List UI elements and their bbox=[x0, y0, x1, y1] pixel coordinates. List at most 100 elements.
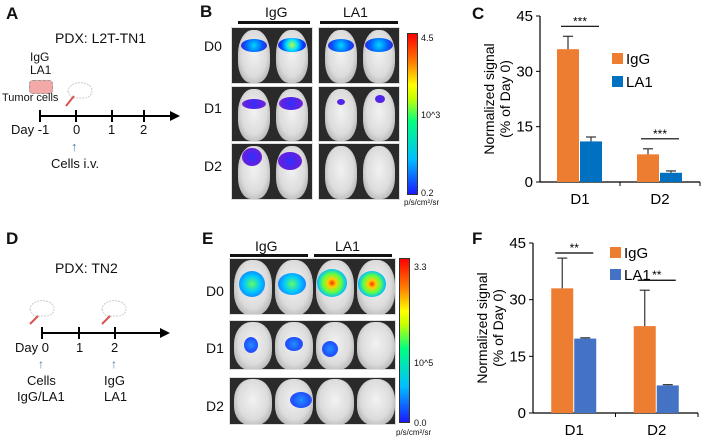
mouse-image bbox=[357, 322, 395, 369]
timeline-a-tick-0: 0 bbox=[73, 122, 81, 137]
y-tick-label: 0 bbox=[518, 405, 526, 422]
mouse-image bbox=[325, 89, 357, 141]
mouse-image bbox=[363, 146, 395, 199]
timeline-a-tick-day-minus1: Day -1 bbox=[11, 122, 50, 137]
colorbar-b bbox=[407, 33, 418, 195]
mouse-image bbox=[325, 30, 357, 83]
mouse-image bbox=[325, 146, 357, 199]
imaging-tile-b-igg-d1 bbox=[231, 86, 313, 142]
y-tick-label: 45 bbox=[509, 235, 526, 252]
colorbar-e-mid: 10^5 bbox=[414, 358, 434, 368]
imaging-tile-e-d1 bbox=[229, 320, 396, 370]
group-bar-igg-e bbox=[230, 254, 308, 257]
up-arrow-icon-day0: ↑ bbox=[38, 357, 44, 371]
imaging-tile-e-d0 bbox=[229, 258, 396, 315]
petri-dish-icon bbox=[29, 80, 53, 94]
panel-letter-f: F bbox=[472, 229, 483, 248]
row-label-d2-b: D2 bbox=[204, 158, 222, 174]
luminescence-signal bbox=[328, 39, 354, 52]
group-label-la1-e: LA1 bbox=[335, 238, 360, 254]
timeline-d bbox=[41, 327, 170, 339]
group-bar-la1-e bbox=[314, 254, 392, 257]
y-tick-label: 30 bbox=[516, 63, 533, 80]
luminescence-signal bbox=[278, 38, 306, 52]
note-day0-line2: IgG/LA1 bbox=[17, 389, 65, 404]
panel-letter-e: E bbox=[202, 229, 214, 248]
luminescence-signal bbox=[242, 99, 266, 109]
bar-chart-f: 0 15 30 45 D1 ** D2 ** IgG LA1 Normalized signal (%… bbox=[474, 235, 699, 439]
colorbar-e bbox=[399, 258, 410, 423]
imaging-tile-b-igg-d0 bbox=[231, 27, 313, 84]
mouse-image bbox=[234, 379, 272, 424]
y-axis-label-line2: (% of Day 0) bbox=[497, 60, 513, 138]
colorbar-b-max: 4.5 bbox=[421, 33, 434, 43]
panel-letter-a: A bbox=[6, 4, 19, 23]
group-label-igg-b: IgG bbox=[265, 4, 288, 20]
bar-la1-d1 bbox=[580, 141, 602, 182]
legend-label-la1: LA1 bbox=[624, 267, 651, 284]
group-bar-la1-b bbox=[320, 21, 398, 24]
timeline-d-tick-day0: Day 0 bbox=[15, 340, 49, 355]
panel-letter-c: C bbox=[472, 4, 485, 23]
bar-igg-d2 bbox=[633, 326, 656, 413]
y-tick-label: 30 bbox=[509, 292, 526, 309]
mouse-image bbox=[238, 30, 270, 83]
luminescence-signal bbox=[279, 97, 303, 110]
y-tick-label: 45 bbox=[516, 8, 533, 25]
luminescence-signal bbox=[375, 95, 385, 103]
colorbar-e-min: 0.0 bbox=[414, 418, 427, 428]
bar-igg-d1 bbox=[557, 49, 579, 183]
legend-swatch-igg bbox=[612, 53, 623, 64]
colorbar-b-mid: 10^3 bbox=[421, 110, 441, 120]
x-tick-label: D2 bbox=[650, 191, 669, 208]
significance-marker: *** bbox=[653, 127, 667, 141]
dish-caption: Tumor cells bbox=[2, 92, 59, 104]
group-label-la1-b: LA1 bbox=[343, 4, 368, 20]
luminescence-signal bbox=[285, 337, 303, 351]
colorbar-e-max: 3.3 bbox=[414, 262, 427, 272]
bar-la1-d1 bbox=[574, 338, 597, 413]
note-day2-line2: LA1 bbox=[104, 389, 128, 404]
bar-la1-d2 bbox=[656, 385, 679, 413]
bar-chart-c: 0 15 30 45 D1 *** D2 *** IgG LA1 Normalized signal… bbox=[481, 8, 701, 208]
luminescence-signal bbox=[278, 152, 302, 170]
y-axis-label-line1: Normalized signal bbox=[474, 272, 490, 383]
luminescence-signal bbox=[241, 39, 267, 52]
colorbar-b-unit: p/s/cm²/sr bbox=[404, 198, 440, 207]
timeline-a-tick-2: 2 bbox=[140, 122, 148, 137]
imaging-tile-b-la1-d2 bbox=[318, 143, 400, 200]
y-tick-label: 15 bbox=[516, 119, 533, 136]
legend-swatch-la1 bbox=[610, 269, 621, 280]
row-label-d1-e: D1 bbox=[206, 340, 224, 356]
y-axis-label-line1: Normalized signal bbox=[481, 43, 497, 154]
panel-letter-d: D bbox=[6, 229, 19, 248]
timeline-a bbox=[39, 110, 180, 122]
timeline-d-tick-1: 1 bbox=[76, 340, 84, 355]
luminescence-signal bbox=[239, 271, 265, 297]
colorbar-e-unit: p/s/cm²/sr bbox=[396, 428, 432, 437]
up-arrow-icon-day2: ↑ bbox=[111, 357, 117, 371]
imaging-tile-e-d2 bbox=[229, 377, 396, 425]
luminescence-signal bbox=[322, 341, 338, 357]
bar-igg-d1 bbox=[551, 288, 574, 413]
luminescence-signal bbox=[358, 271, 386, 297]
note-day2-line1: IgG bbox=[104, 373, 125, 388]
timeline-a-tick-1: 1 bbox=[108, 122, 116, 137]
group-label-igg-e: IgG bbox=[255, 238, 278, 254]
mouse-image bbox=[238, 89, 270, 141]
imaging-tile-b-igg-d2 bbox=[231, 143, 313, 200]
luminescence-signal bbox=[365, 38, 393, 52]
luminescence-signal bbox=[337, 99, 345, 105]
imaging-tile-b-la1-d0 bbox=[318, 27, 400, 84]
luminescence-signal bbox=[290, 392, 312, 408]
legend-swatch-igg bbox=[610, 247, 621, 258]
significance-marker: ** bbox=[652, 268, 662, 282]
x-tick-label: D1 bbox=[565, 422, 584, 439]
mouse-image bbox=[316, 379, 354, 424]
y-tick-label: 15 bbox=[509, 348, 526, 365]
significance-marker: *** bbox=[573, 14, 587, 28]
luminescence-signal bbox=[242, 148, 262, 166]
legend-label-igg: IgG bbox=[624, 245, 648, 262]
row-label-d1-b: D1 bbox=[204, 100, 222, 116]
up-arrow-icon: ↑ bbox=[71, 139, 78, 154]
